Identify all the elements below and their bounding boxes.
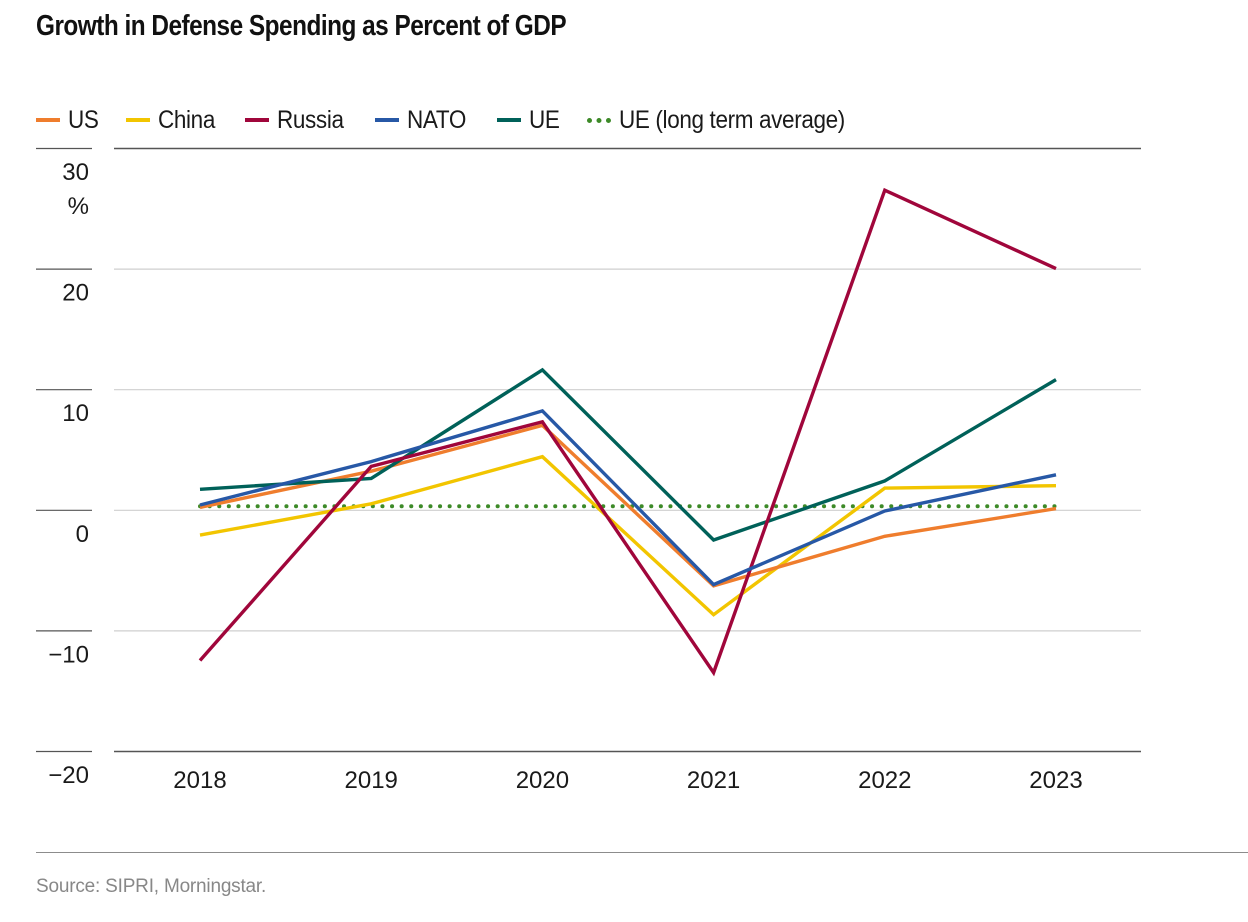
y-tick-label: 10 bbox=[62, 400, 89, 427]
legend-swatch-ue-avg bbox=[586, 117, 611, 123]
y-tick-label: 30 bbox=[62, 159, 89, 186]
legend-label-ue-avg: UE (long term average) bbox=[618, 105, 845, 134]
legend-item-us: US bbox=[36, 106, 102, 135]
x-tick-label: 2019 bbox=[345, 767, 398, 794]
source-note: Source: SIPRI, Morningstar. bbox=[36, 876, 267, 897]
legend-swatch-russia bbox=[245, 118, 270, 122]
series-line-us bbox=[199, 423, 1057, 588]
series-line-nato bbox=[199, 408, 1057, 587]
legend-label-russia: Russia bbox=[277, 105, 344, 134]
legend-label-us: US bbox=[68, 105, 99, 134]
gridlines bbox=[36, 147, 1141, 753]
x-tick-label: 2023 bbox=[1029, 767, 1082, 794]
legend-item-china: China bbox=[125, 105, 221, 135]
x-tick-label: 2018 bbox=[173, 767, 226, 794]
series-lines bbox=[198, 187, 1058, 677]
legend-item-ue-avg: UE (long term average) bbox=[586, 105, 870, 135]
x-tick-label: 2020 bbox=[516, 767, 569, 794]
y-tick-label: −20 bbox=[48, 762, 89, 789]
series-line-russia bbox=[198, 187, 1057, 677]
legend-swatch-nato bbox=[375, 118, 400, 122]
y-axis-tick-labels: 30 20 10 0 −10 −20% bbox=[48, 159, 89, 789]
legend-label-nato: NATO bbox=[407, 105, 467, 134]
y-tick-label: −10 bbox=[48, 641, 89, 668]
series-line-china bbox=[199, 454, 1057, 617]
legend-swatch-ue bbox=[496, 118, 521, 122]
y-axis-unit-label: % bbox=[68, 193, 89, 220]
series-line-ue bbox=[199, 367, 1057, 542]
legend-swatch-us bbox=[36, 118, 60, 122]
x-tick-label: 2021 bbox=[687, 767, 740, 794]
y-tick-label: 20 bbox=[62, 280, 89, 307]
x-axis-tick-labels: 2018 2019 2020 2021 2022 2023 bbox=[173, 767, 1082, 794]
legend-item-ue: UE bbox=[496, 105, 563, 135]
legend: US China Russia NATO UE UE (long term av… bbox=[36, 104, 894, 136]
legend-item-nato: NATO bbox=[375, 106, 473, 135]
x-tick-label: 2022 bbox=[858, 767, 911, 794]
y-tick-label: 0 bbox=[76, 521, 89, 548]
source-divider bbox=[36, 852, 1248, 853]
legend-item-russia: Russia bbox=[245, 106, 351, 135]
legend-swatch-china bbox=[125, 118, 150, 122]
chart-title: Growth in Defense Spending as Percent of… bbox=[36, 10, 567, 42]
legend-label-ue: UE bbox=[528, 105, 560, 134]
legend-label-china: China bbox=[157, 105, 215, 134]
